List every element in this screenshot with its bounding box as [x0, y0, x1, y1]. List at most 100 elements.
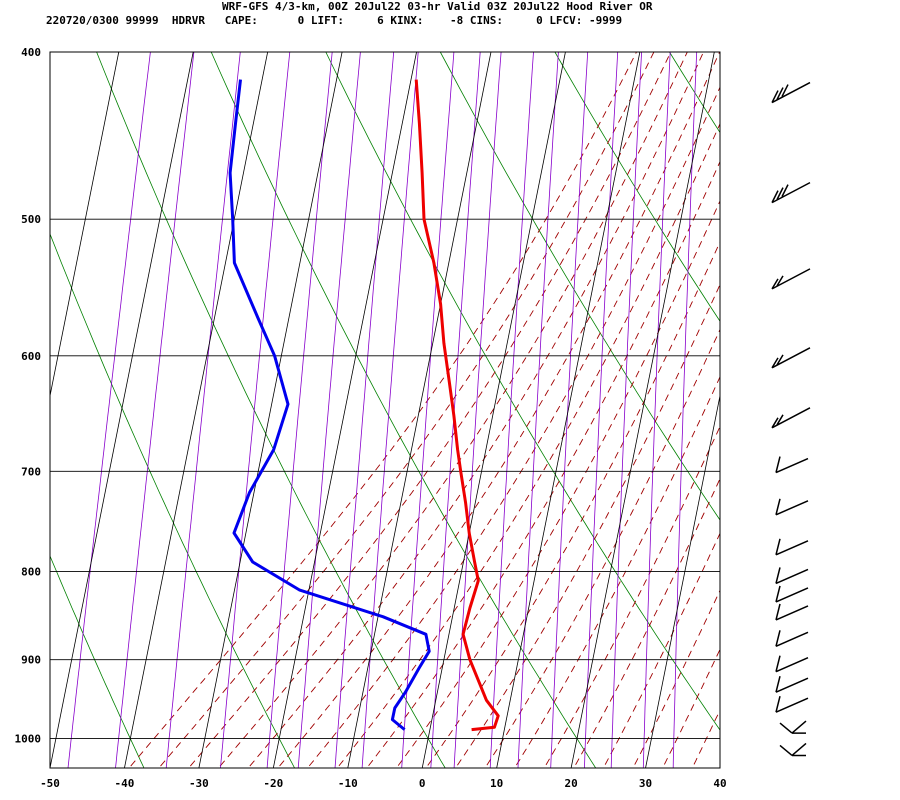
wind-barb — [775, 676, 809, 693]
temperature-profile — [414, 79, 500, 732]
profile-lines — [228, 79, 500, 732]
wind-barb-shaft — [775, 630, 809, 647]
isotherm-line — [50, 52, 194, 768]
mixing-ratio-line — [361, 52, 419, 768]
pressure-tick-label: 800 — [21, 565, 41, 578]
moist-adiabat — [277, 52, 720, 768]
wind-barb — [775, 630, 809, 647]
mixing-ratio-line — [220, 52, 291, 768]
wind-barb — [775, 567, 809, 585]
mixing-ratio-line — [266, 52, 333, 768]
moist-adiabat — [748, 52, 900, 775]
temperature-tick-label: -10 — [338, 777, 358, 790]
dry-adiabat — [96, 52, 446, 768]
temperature-tick-label: 30 — [639, 777, 652, 790]
wind-barb-shaft — [771, 347, 811, 369]
moist-adiabat — [188, 52, 672, 768]
dry-adiabat — [210, 52, 597, 768]
wind-barb — [775, 498, 809, 516]
temperature-tick-label: -50 — [40, 777, 60, 790]
wind-barb-shaft — [771, 268, 811, 290]
moist-adiabat — [662, 648, 720, 768]
pressure-tick-label: 500 — [21, 213, 41, 226]
wind-barb-shaft — [775, 676, 809, 693]
wind-barb — [775, 655, 809, 673]
isotherm-line — [421, 52, 566, 768]
chart-title: WRF-GFS 4/3-km, 00Z 20Jul22 03-hr Valid … — [222, 0, 653, 13]
moist-adiabat — [425, 240, 720, 768]
moist-adiabat — [543, 425, 720, 768]
isotherm-line — [496, 52, 641, 768]
mixing-ratio-line — [642, 52, 671, 768]
mixing-ratio-line — [115, 52, 195, 768]
wind-barb — [775, 585, 809, 603]
temperature-tick-label: -20 — [263, 777, 283, 790]
mixing-ratio-line — [489, 52, 534, 768]
wind-barb-shaft — [771, 81, 811, 104]
moist-adiabat — [484, 328, 720, 768]
mixing-ratio-line — [165, 52, 241, 768]
temperature-tick-label: 20 — [564, 777, 577, 790]
isotherm-line — [50, 52, 120, 398]
moist-adiabat — [158, 52, 655, 768]
moist-adiabat — [128, 52, 637, 768]
mixing-ratio-line — [334, 52, 395, 768]
wind-barb — [771, 81, 811, 104]
pressure-tick-label: 700 — [21, 465, 41, 478]
sounding-parameters: 220720/0300 99999 HDRVR CAPE: 0 LIFT: 6 … — [46, 14, 623, 27]
mixing-ratio-line — [430, 52, 481, 768]
dry-adiabat — [554, 52, 720, 322]
wind-barb-shaft — [775, 695, 809, 713]
mixing-ratio-line — [584, 52, 619, 768]
isotherm-line — [570, 52, 715, 768]
wind-barb — [775, 538, 809, 556]
dry-adiabat — [50, 232, 295, 768]
wind-barb-shaft — [775, 498, 809, 516]
isotherm-line — [198, 52, 343, 768]
wind-barb-shaft — [775, 585, 809, 603]
wind-barb — [775, 603, 809, 621]
isotherm-line — [272, 52, 417, 768]
wind-barb — [771, 347, 811, 369]
wind-barb-shaft — [771, 407, 811, 429]
moist-adiabat — [307, 86, 720, 768]
wind-barb-shaft — [779, 742, 807, 757]
wind-barb — [771, 268, 811, 290]
wind-barb — [771, 407, 811, 429]
wind-barb-shaft — [775, 538, 809, 556]
wind-barb — [779, 742, 807, 757]
wind-barb — [779, 720, 807, 734]
mixing-ratio-line — [610, 52, 642, 768]
temperature-tick-label: 10 — [490, 777, 503, 790]
mixing-ratio-line — [672, 52, 698, 768]
isotherm-line — [645, 393, 720, 768]
isotherm-line — [124, 52, 269, 768]
wind-barb-shaft — [775, 456, 809, 474]
temperature-tick-label: 40 — [713, 777, 726, 790]
wind-barb — [775, 456, 809, 474]
moist-adiabat — [719, 52, 900, 775]
moist-adiabat — [395, 199, 720, 768]
wind-barb — [775, 695, 809, 713]
moist-adiabat — [632, 589, 720, 768]
moist-adiabat — [573, 477, 720, 768]
wind-barb-shaft — [775, 567, 809, 585]
pressure-tick-label: 400 — [21, 46, 41, 59]
pressure-tick-label: 600 — [21, 350, 41, 363]
mixing-ratio-line — [67, 52, 151, 768]
mixing-ratio-line — [550, 52, 589, 768]
pressure-tick-label: 900 — [21, 654, 41, 667]
dewpoint-profile — [228, 79, 431, 731]
wind-barb-shaft — [775, 655, 809, 673]
moist-adiabat — [514, 375, 720, 768]
temperature-tick-label: -40 — [115, 777, 135, 790]
moist-adiabat — [366, 160, 720, 768]
plot-frame — [49, 51, 721, 769]
wind-barb-shaft — [771, 181, 811, 204]
wind-barb — [771, 181, 811, 204]
dry-adiabat — [439, 52, 720, 521]
mixing-ratio-line — [297, 52, 361, 768]
isotherm-line — [347, 52, 492, 768]
temperature-tick-label: -30 — [189, 777, 209, 790]
